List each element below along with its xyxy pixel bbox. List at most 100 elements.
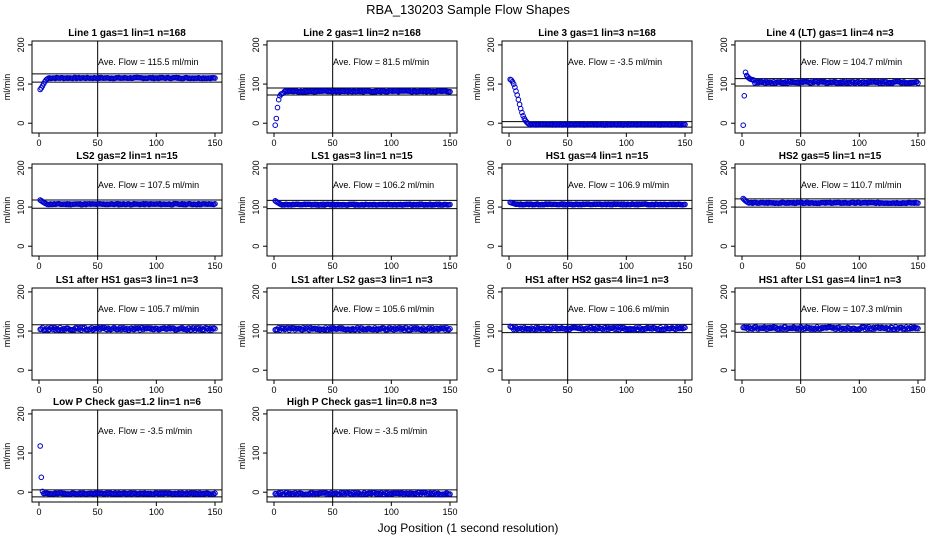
y-axis-label: ml/min — [2, 74, 12, 101]
data-point — [915, 80, 921, 86]
data-point — [741, 93, 748, 99]
y-tick-label: 100 — [719, 200, 729, 215]
x-tick-label: 0 — [739, 385, 744, 395]
x-tick-label: 0 — [36, 261, 41, 271]
average-flow-annotation: Ave. Flow = 81.5 ml/min — [333, 57, 429, 67]
panel-title: High P Check gas=1 lin=0.8 n=3 — [287, 397, 438, 408]
y-tick-label: 200 — [251, 160, 261, 175]
y-axis-label: ml/min — [472, 74, 482, 101]
average-flow-annotation: Ave. Flow = -3.5 ml/min — [333, 426, 427, 436]
average-flow-annotation: Ave. Flow = 115.5 ml/min — [98, 57, 198, 67]
y-tick-label: 200 — [251, 284, 261, 299]
figure-title: RBA_130203 Sample Flow Shapes — [366, 2, 570, 17]
x-tick-label: 150 — [442, 138, 457, 148]
x-tick-label: 50 — [796, 261, 806, 271]
data-point — [59, 327, 66, 333]
y-tick-label: 200 — [251, 37, 261, 52]
data-point — [212, 490, 218, 497]
y-tick-label: 100 — [486, 324, 496, 339]
data-point — [444, 490, 451, 497]
y-tick-label: 0 — [719, 368, 729, 373]
plot-frame — [31, 40, 223, 134]
x-tick-label: 100 — [852, 385, 867, 395]
x-tick-label: 50 — [93, 385, 103, 395]
data-point — [446, 327, 452, 333]
x-tick-label: 150 — [442, 385, 457, 395]
data-point — [755, 79, 762, 86]
data-point — [447, 491, 453, 497]
data-point — [911, 324, 918, 331]
x-tick-label: 100 — [384, 385, 399, 395]
x-tick-label: 50 — [93, 138, 103, 148]
x-tick-label: 100 — [149, 261, 164, 271]
y-tick-label: 200 — [719, 37, 729, 52]
x-tick-label: 100 — [149, 138, 164, 148]
panel-title: LS1 after LS2 gas=3 lin=1 n=3 — [291, 275, 433, 286]
y-tick-label: 100 — [16, 324, 26, 339]
panel-title: Low P Check gas=1.2 lin=1 n=6 — [53, 397, 201, 408]
data-point — [682, 201, 688, 208]
y-tick-label: 200 — [16, 284, 26, 299]
average-flow-annotation: Ave. Flow = 106.6 ml/min — [568, 304, 669, 314]
data-point — [212, 325, 218, 332]
y-tick-label: 200 — [719, 160, 729, 175]
x-tick-label: 0 — [271, 507, 276, 517]
x-tick-label: 150 — [207, 385, 222, 395]
average-flow-annotation: Ave. Flow = 104.7 ml/min — [801, 57, 902, 67]
y-tick-label: 100 — [16, 446, 26, 461]
average-flow-annotation: Ave. Flow = 106.9 ml/min — [568, 180, 669, 190]
x-tick-label: 50 — [796, 138, 806, 148]
panel-title: Line 2 gas=1 lin=2 n=168 — [303, 28, 421, 39]
x-tick-label: 0 — [271, 385, 276, 395]
y-tick-label: 0 — [251, 121, 261, 126]
data-point — [447, 201, 453, 208]
data-point — [519, 109, 525, 116]
data-point — [273, 115, 280, 122]
y-axis-label: ml/min — [237, 321, 247, 348]
data-point — [915, 200, 921, 206]
average-flow-annotation: Ave. Flow = 105.7 ml/min — [98, 304, 199, 314]
x-tick-label: 150 — [910, 385, 925, 395]
y-axis-label: ml/min — [472, 197, 482, 224]
figure-xlabel: Jog Position (1 second resolution) — [378, 521, 559, 535]
y-tick-label: 200 — [719, 284, 729, 299]
chart-panel-13: Low P Check gas=1.2 lin=1 n=6 0 50 100 150 0 1… — [2, 397, 223, 517]
y-tick-label: 0 — [16, 368, 26, 373]
y-tick-label: 200 — [16, 160, 26, 175]
y-tick-label: 100 — [251, 324, 261, 339]
y-tick-label: 100 — [719, 77, 729, 92]
chart-panel-2: Line 2 gas=1 lin=2 n=168 0 50 100 150 0 100 200… — [237, 28, 458, 148]
x-tick-label: 50 — [563, 261, 573, 271]
y-tick-label: 200 — [16, 406, 26, 421]
data-point — [272, 122, 279, 128]
x-tick-label: 0 — [739, 138, 744, 148]
panel-title: Line 4 (LT) gas=1 lin=4 n=3 — [766, 28, 894, 39]
data-point — [631, 326, 638, 332]
data-point — [915, 325, 921, 332]
x-tick-label: 0 — [739, 261, 744, 271]
y-tick-label: 200 — [486, 284, 496, 299]
x-tick-label: 150 — [910, 138, 925, 148]
x-tick-label: 150 — [207, 138, 222, 148]
x-tick-label: 0 — [506, 385, 511, 395]
y-tick-label: 0 — [16, 121, 26, 126]
chart-panel-14: High P Check gas=1 lin=0.8 n=3 0 50 100 150 0… — [237, 397, 458, 517]
data-point — [682, 324, 688, 331]
chart-panel-3: Line 3 gas=1 lin=3 n=168 0 50 100 150 0 100 200… — [472, 28, 693, 148]
panels: Line 1 gas=1 lin=1 n=168 0 50 100 150 0 100 200… — [2, 28, 926, 517]
x-tick-label: 150 — [207, 507, 222, 517]
x-tick-label: 50 — [563, 138, 573, 148]
y-tick-label: 0 — [251, 244, 261, 249]
y-tick-label: 0 — [16, 490, 26, 495]
data-point — [776, 326, 783, 332]
data-point — [515, 96, 522, 103]
x-tick-label: 50 — [328, 261, 338, 271]
chart-panel-5: LS2 gas=2 lin=1 n=15 0 50 100 150 0 100 200 ml/m… — [2, 151, 223, 271]
x-tick-label: 150 — [677, 385, 692, 395]
y-tick-label: 100 — [16, 200, 26, 215]
y-tick-label: 100 — [251, 446, 261, 461]
y-tick-label: 0 — [719, 121, 729, 126]
x-tick-label: 0 — [506, 261, 511, 271]
plot-frame — [501, 163, 693, 257]
